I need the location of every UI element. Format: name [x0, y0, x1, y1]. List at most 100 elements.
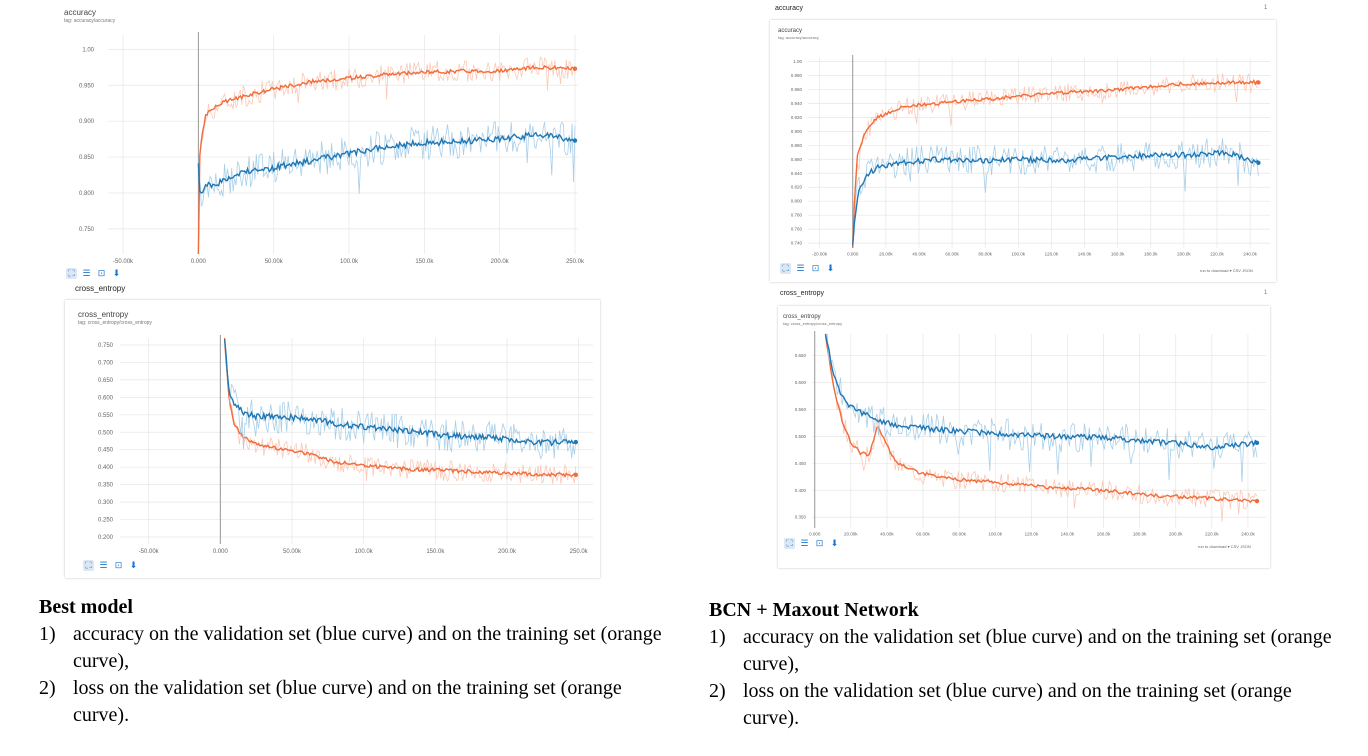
- y-tick-label: 0.450: [795, 461, 807, 466]
- left-accuracy-chart[interactable]: 0.750 0.800 0.850 0.900 0.950 1.00 -50.00k 0.00…: [58, 0, 598, 270]
- training-smoothed-series-line[interactable]: [852, 79, 1259, 249]
- right-cross-entropy-chart[interactable]: 0.350 0.400 0.450 0.500 0.550 0.600 0.650 0.000…: [778, 306, 1270, 538]
- y-tick-label: 0.950: [79, 83, 95, 89]
- left-caption: Best model 1) accuracy on the validation …: [39, 594, 669, 729]
- x-tick-label: 250.0k: [566, 259, 585, 265]
- list-item-text: loss on the validation set (blue curve) …: [743, 680, 1292, 729]
- list-item-text: accuracy on the validation set (blue cur…: [743, 626, 1332, 675]
- x-tick-label: 140.0k: [1078, 252, 1092, 257]
- list-item-text: accuracy on the validation set (blue cur…: [73, 623, 662, 672]
- validation-smoothed-series-line[interactable]: [824, 333, 1258, 451]
- x-tick-label: 50.00k: [283, 549, 302, 555]
- download-icon[interactable]: ⬇: [112, 268, 121, 278]
- left-cross-entropy-section-title: cross_entropy: [75, 284, 126, 293]
- run-to-download-select[interactable]: run to download: [1198, 544, 1227, 549]
- validation-endpoint: [1254, 440, 1260, 446]
- expand-icon[interactable]: ⊡: [815, 538, 824, 548]
- x-tick-label: 220.0k: [1205, 532, 1219, 537]
- left-cross-entropy-chart[interactable]: 0.200 0.250 0.300 0.350 0.400 0.450 0.500 0.550…: [65, 300, 600, 558]
- right-caption-list: 1) accuracy on the validation set (blue c…: [709, 624, 1339, 732]
- x-tick-label: 120.0k: [1025, 532, 1039, 537]
- fit-domain-icon[interactable]: ⛶: [83, 560, 94, 571]
- validation-smoothed-series-line[interactable]: [852, 149, 1259, 246]
- list-item-number: 2): [709, 680, 726, 702]
- validation-endpoint: [573, 439, 578, 445]
- right-cross-entropy-title: cross_entropy: [783, 314, 821, 320]
- y-tick-label: 0.750: [79, 227, 95, 233]
- x-tick-label: 40.00k: [912, 252, 926, 257]
- left-cross-entropy-title: cross_entropy: [78, 310, 129, 319]
- y-tick-label: 0.500: [795, 434, 807, 439]
- x-tick-label: 60.00k: [916, 532, 930, 537]
- training-endpoint: [573, 472, 578, 478]
- y-tick-label: 0.750: [98, 343, 114, 349]
- fit-domain-icon[interactable]: ⛶: [784, 538, 795, 549]
- list-icon[interactable]: ☰: [82, 268, 91, 278]
- training-smoothed-series-line[interactable]: [824, 335, 1258, 504]
- y-tick-label: 0.550: [98, 413, 114, 419]
- validation-smoothed-series-line[interactable]: [197, 131, 576, 194]
- y-tick-label: 0.600: [98, 395, 114, 401]
- csv-link[interactable]: CSV: [1232, 268, 1241, 273]
- left-accuracy-tag: tag: accuracy/accuracy: [64, 18, 116, 24]
- expand-icon[interactable]: ⊡: [97, 268, 106, 278]
- x-tick-label: 100.0k: [340, 259, 359, 265]
- right-accuracy-card-count: 1: [1264, 5, 1268, 11]
- training-endpoint: [1254, 498, 1260, 504]
- expand-icon[interactable]: ⊡: [811, 263, 820, 273]
- y-tick-label: 0.400: [795, 488, 807, 493]
- download-icon[interactable]: ⬇: [129, 560, 138, 570]
- y-tick-label: 0.200: [98, 535, 114, 541]
- left-caption-title: Best model: [39, 596, 133, 618]
- right-caption: BCN + Maxout Network 1) accuracy on the v…: [709, 597, 1339, 732]
- y-tick-label: 0.350: [98, 483, 114, 489]
- list-icon[interactable]: ☰: [796, 263, 805, 273]
- training-raw-series-line: [198, 56, 576, 255]
- list-icon[interactable]: ☰: [99, 560, 108, 570]
- fit-domain-icon[interactable]: ⛶: [66, 268, 77, 279]
- right-accuracy-card: accuracy tag: accuracy/accuracy 0.740 0.7…: [770, 20, 1276, 282]
- x-tick-label: 160.0k: [1111, 252, 1125, 257]
- y-tick-label: 0.900: [791, 129, 803, 134]
- x-tick-label: 250.0k: [570, 549, 589, 555]
- training-smoothed-series-line[interactable]: [197, 64, 576, 255]
- list-item: 2) loss on the validation set (blue curve…: [709, 678, 1339, 732]
- csv-link[interactable]: CSV: [1230, 544, 1239, 549]
- validation-smoothed-series-line[interactable]: [223, 339, 576, 448]
- download-icon[interactable]: ⬇: [826, 263, 835, 273]
- y-tick-label: 1.00: [793, 59, 802, 64]
- right-accuracy-toolbar: ⛶ ☰ ⊡ ⬇: [780, 263, 836, 274]
- x-tick-label: 200.0k: [1177, 252, 1191, 257]
- training-raw-series-line: [224, 345, 577, 485]
- run-to-download-select[interactable]: run to download: [1200, 268, 1229, 273]
- y-tick-label: 0.700: [98, 360, 114, 366]
- x-tick-label: 200.0k: [491, 259, 510, 265]
- list-icon[interactable]: ☰: [800, 538, 809, 548]
- chart-body: 0.740 0.760 0.780 0.800 0.820 0.840 0.860 0.880…: [791, 55, 1270, 257]
- training-smoothed-series-line[interactable]: [223, 337, 577, 478]
- right-accuracy-chart[interactable]: 0.740 0.760 0.780 0.800 0.820 0.840 0.860 0.880…: [770, 20, 1276, 262]
- right-cross-entropy-download[interactable]: run to download ▾ CSV JSON: [1198, 544, 1251, 549]
- y-tick-label: 0.740: [791, 241, 803, 246]
- right-accuracy-download[interactable]: run to download ▾ CSV JSON: [1200, 268, 1253, 273]
- training-endpoint: [572, 66, 578, 71]
- x-tick-label: 0.000: [213, 549, 229, 555]
- right-accuracy-tag: tag: accuracy/accuracy: [778, 35, 819, 40]
- y-tick-label: 0.850: [79, 155, 95, 161]
- y-tick-label: 1.00: [82, 47, 94, 53]
- fit-domain-icon[interactable]: ⛶: [780, 263, 791, 274]
- validation-raw-series-line: [198, 121, 576, 207]
- y-tick-label: 0.300: [98, 500, 114, 506]
- y-tick-label: 0.250: [98, 518, 114, 524]
- x-tick-label: 200.0k: [498, 549, 517, 555]
- x-tick-label: 140.0k: [1061, 532, 1075, 537]
- training-endpoint: [1256, 80, 1261, 85]
- x-tick-label: 150.0k: [415, 259, 434, 265]
- json-link[interactable]: JSON: [1242, 268, 1253, 273]
- x-tick-label: 200.0k: [1169, 532, 1183, 537]
- expand-icon[interactable]: ⊡: [114, 560, 123, 570]
- json-link[interactable]: JSON: [1240, 544, 1251, 549]
- download-icon[interactable]: ⬇: [830, 538, 839, 548]
- left-accuracy-panel: accuracy tag: accuracy/accuracy 0.750 0.8…: [58, 0, 598, 270]
- right-cross-entropy-card-count: 1: [1264, 290, 1268, 296]
